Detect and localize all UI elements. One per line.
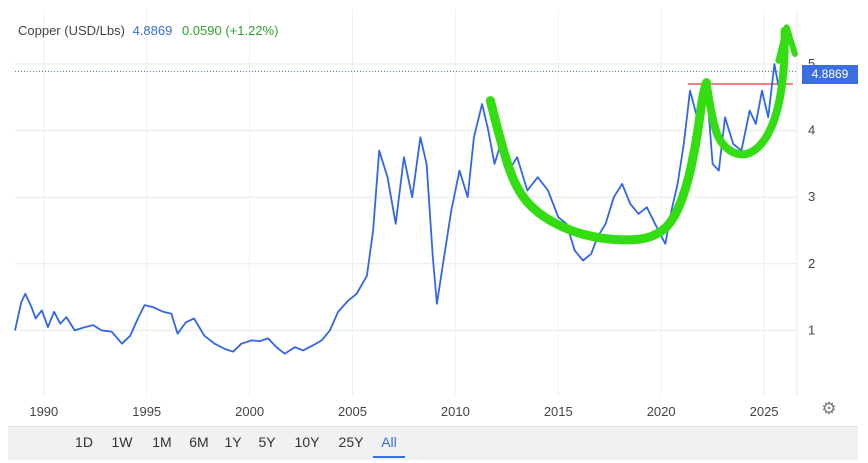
arrow-head <box>775 24 798 64</box>
gear-icon[interactable]: ⚙ <box>821 399 837 418</box>
range-button-1m[interactable]: 1M <box>152 434 172 450</box>
y-axis: 1 2 3 4 5 <box>808 56 815 337</box>
range-button-1d[interactable]: 1D <box>75 434 93 450</box>
range-button-10y[interactable]: 10Y <box>294 434 320 450</box>
chart-grid <box>15 10 798 396</box>
range-selector: 1D 1W 1M 6M 1Y 5Y 10Y 25Y All <box>8 426 858 460</box>
y-tick-label: 5 <box>808 56 815 71</box>
range-button-all[interactable]: All <box>373 427 405 458</box>
chart-legend: Copper (USD/Lbs) 4.8869 0.0590 (+1.22%) <box>18 23 278 38</box>
x-tick-label: 2005 <box>338 404 367 419</box>
y-tick-label: 2 <box>808 256 815 271</box>
price-change: 0.0590 (+1.22%) <box>181 23 279 38</box>
copper-price-series <box>14 63 788 355</box>
cup-and-handle-annotation <box>485 24 798 245</box>
y-tick-label: 4 <box>808 123 815 138</box>
x-axis: 1990 1995 2000 2005 2010 2015 2020 2025 <box>29 404 778 419</box>
handle-curve <box>702 26 789 159</box>
x-tick-label: 1990 <box>29 404 58 419</box>
instrument-name: Copper (USD/Lbs) <box>18 23 125 38</box>
range-button-1y[interactable]: 1Y <box>224 434 242 450</box>
last-price: 4.8869 <box>132 23 173 38</box>
range-button-5y[interactable]: 5Y <box>258 434 276 450</box>
x-tick-label: 2015 <box>544 404 573 419</box>
range-button-1w[interactable]: 1W <box>111 434 133 450</box>
current-price-tag: 4.8869 <box>802 65 858 84</box>
x-tick-label: 1995 <box>132 404 161 419</box>
x-tick-label: 2000 <box>235 404 264 419</box>
series-line <box>14 63 788 355</box>
range-button-6m[interactable]: 6M <box>189 434 209 450</box>
x-tick-label: 2020 <box>647 404 676 419</box>
y-tick-label: 1 <box>808 322 815 337</box>
y-tick-label: 3 <box>808 189 815 204</box>
x-tick-label: 2025 <box>750 404 779 419</box>
range-button-25y[interactable]: 25Y <box>338 434 364 450</box>
x-tick-label: 2010 <box>441 404 470 419</box>
cup-curve <box>485 78 711 245</box>
